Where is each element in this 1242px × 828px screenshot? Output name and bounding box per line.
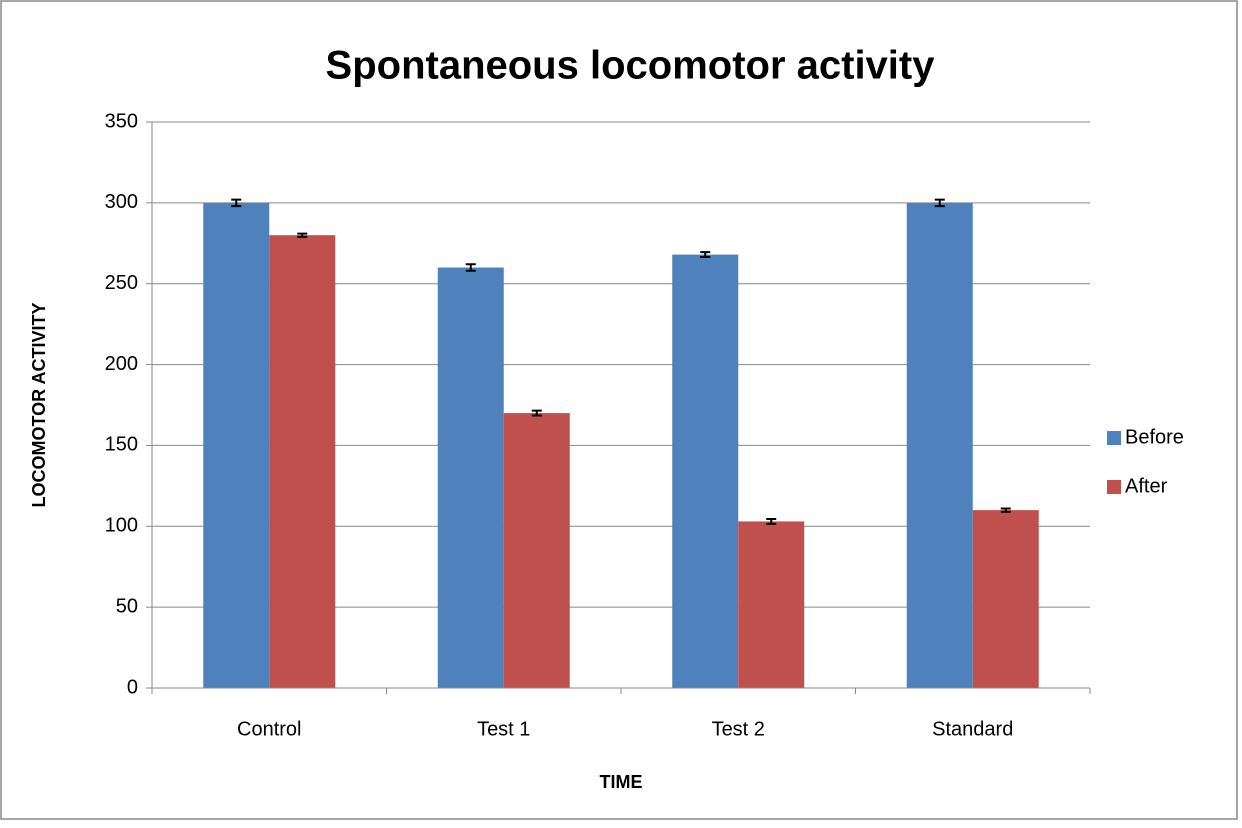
x-tick-label: Test 1 bbox=[477, 718, 530, 740]
x-tick-label: Control bbox=[237, 718, 301, 740]
bar bbox=[738, 521, 805, 688]
error-bar bbox=[531, 409, 542, 417]
x-tick-label: Test 2 bbox=[712, 718, 765, 740]
x-axis-label: TIME bbox=[600, 772, 643, 792]
bar bbox=[972, 510, 1039, 688]
legend-label: After bbox=[1125, 475, 1168, 497]
legend-label: Before bbox=[1125, 426, 1184, 448]
bar bbox=[672, 254, 739, 688]
error-bar bbox=[297, 232, 308, 238]
bar bbox=[203, 202, 270, 688]
y-axis-label: LOCOMOTOR ACTIVITY bbox=[29, 303, 49, 508]
error-bar bbox=[231, 198, 242, 208]
y-tick-label: 350 bbox=[105, 110, 138, 132]
y-tick-label: 200 bbox=[105, 353, 138, 375]
x-tick-label: Standard bbox=[932, 718, 1013, 740]
error-bar bbox=[465, 263, 476, 272]
y-tick-label: 150 bbox=[105, 434, 138, 456]
bar bbox=[503, 413, 570, 688]
y-tick-label: 100 bbox=[105, 515, 138, 537]
y-tick-label: 50 bbox=[116, 595, 138, 617]
y-tick-label: 0 bbox=[127, 676, 138, 698]
chart-title: Spontaneous locomotor activity bbox=[326, 44, 936, 88]
y-tick-label: 300 bbox=[105, 191, 138, 213]
y-tick-label: 250 bbox=[105, 272, 138, 294]
bar bbox=[906, 202, 973, 688]
error-bar bbox=[766, 518, 777, 525]
error-bar bbox=[934, 198, 945, 208]
bar bbox=[269, 235, 336, 688]
error-bar bbox=[1000, 507, 1011, 513]
error-bar bbox=[700, 251, 711, 259]
legend-swatch bbox=[1107, 431, 1121, 445]
legend-swatch bbox=[1107, 480, 1121, 494]
bar bbox=[437, 267, 504, 688]
